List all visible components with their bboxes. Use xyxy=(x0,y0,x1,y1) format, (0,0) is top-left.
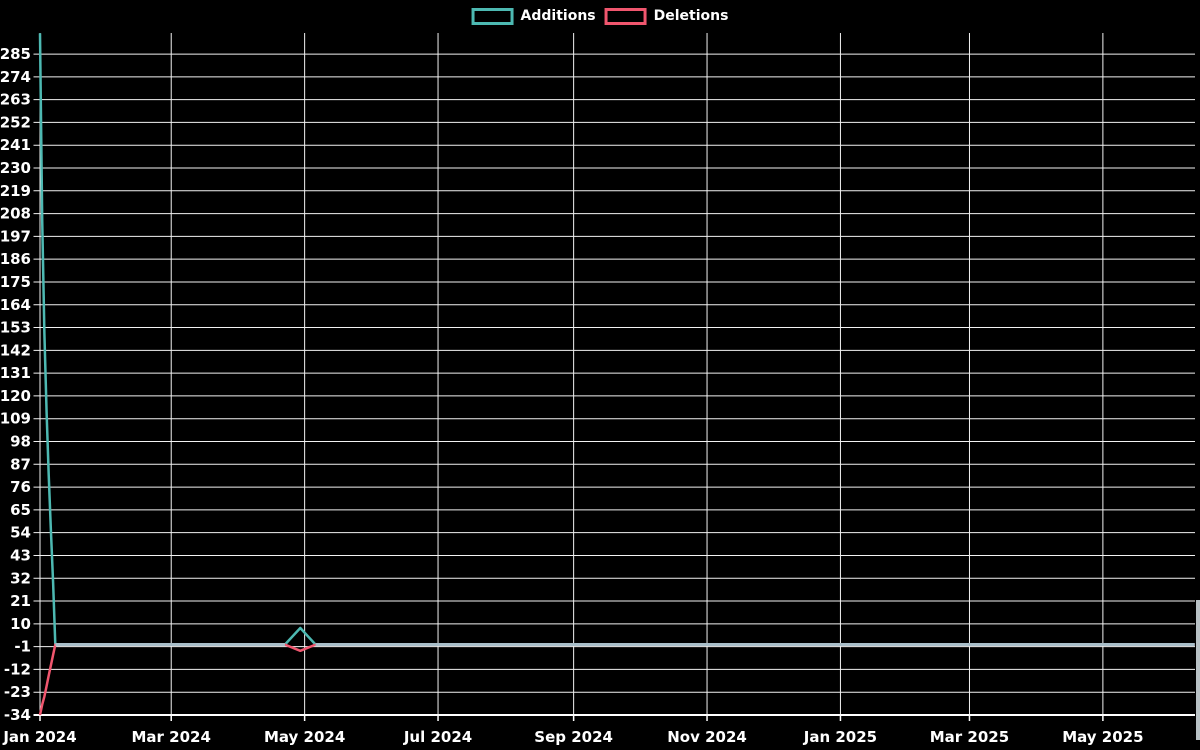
y-axis-tick-label: 76 xyxy=(10,478,31,496)
x-axis-tick-label: Sep 2024 xyxy=(534,728,613,746)
x-axis-tick-label: Mar 2025 xyxy=(930,728,1009,746)
axis-lines xyxy=(33,714,1195,721)
y-axis-tick-label: 21 xyxy=(10,592,31,610)
legend-label-deletions: Deletions xyxy=(653,8,729,24)
y-axis-tick-label: 87 xyxy=(10,455,31,473)
legend-label-additions: Additions xyxy=(520,8,596,24)
y-axis-tick-label: 43 xyxy=(10,546,31,564)
y-axis-tick-label: 219 xyxy=(0,182,31,200)
y-axis-tick-label: 197 xyxy=(0,227,31,245)
x-axis-tick-label: Mar 2024 xyxy=(132,728,211,746)
y-axis-tick-label: -12 xyxy=(4,660,31,678)
y-axis-tick-label: 10 xyxy=(10,615,31,633)
y-axis-tick-label: 142 xyxy=(0,341,31,359)
y-axis-tick-label: 54 xyxy=(10,524,31,542)
series-line-deletions xyxy=(38,643,1195,716)
additions-color-swatch-icon xyxy=(471,8,514,25)
y-axis-tick-label: 263 xyxy=(0,91,31,109)
y-axis-tick-label: 65 xyxy=(10,501,31,519)
x-axis-tick-label: May 2024 xyxy=(264,728,345,746)
y-axis-tick-label: 285 xyxy=(0,45,31,63)
x-axis-tick-label: Jul 2024 xyxy=(403,728,472,746)
y-axis-tick-label: 164 xyxy=(0,296,31,314)
data-series-lines xyxy=(38,33,1195,716)
y-axis-tick-label: 274 xyxy=(0,68,31,86)
scrollbar-thumb[interactable] xyxy=(1196,600,1200,740)
x-axis-tick-label: Jan 2025 xyxy=(803,728,877,746)
y-axis-tick-label: 120 xyxy=(0,387,31,405)
y-axis-tick-label: -1 xyxy=(14,638,31,656)
legend-item-additions[interactable]: Additions xyxy=(471,8,596,25)
axis-tick-labels: 285 274 263 252 241 230 219 208 197 186 175 164 153 1… xyxy=(0,45,1144,746)
legend: Additions Deletions xyxy=(471,8,729,25)
horizontal-gridlines xyxy=(33,53,1195,716)
y-axis-tick-label: 186 xyxy=(0,250,31,268)
x-axis-tick-label: May 2025 xyxy=(1062,728,1143,746)
vertical-gridlines xyxy=(39,33,1104,715)
legend-item-deletions[interactable]: Deletions xyxy=(604,8,729,25)
y-axis-tick-label: 175 xyxy=(0,273,31,291)
deletions-color-swatch-icon xyxy=(604,8,647,25)
y-axis-tick-label: 109 xyxy=(0,410,31,428)
y-axis-tick-label: 153 xyxy=(0,319,31,337)
y-axis-tick-label: 252 xyxy=(0,113,31,131)
y-axis-tick-label: 208 xyxy=(0,205,31,223)
y-axis-tick-label: 241 xyxy=(0,136,31,154)
y-axis-tick-label: 230 xyxy=(0,159,31,177)
x-axis-tick-label: Nov 2024 xyxy=(667,728,747,746)
x-axis-tick-label: Jan 2024 xyxy=(2,728,76,746)
y-axis-tick-label: 131 xyxy=(0,364,31,382)
y-axis-tick-label: 98 xyxy=(10,433,31,451)
y-axis-tick-label: -34 xyxy=(4,706,31,724)
y-axis-tick-label: 32 xyxy=(10,569,31,587)
y-axis-tick-label: -23 xyxy=(4,683,31,701)
series-line-additions xyxy=(38,33,1195,646)
